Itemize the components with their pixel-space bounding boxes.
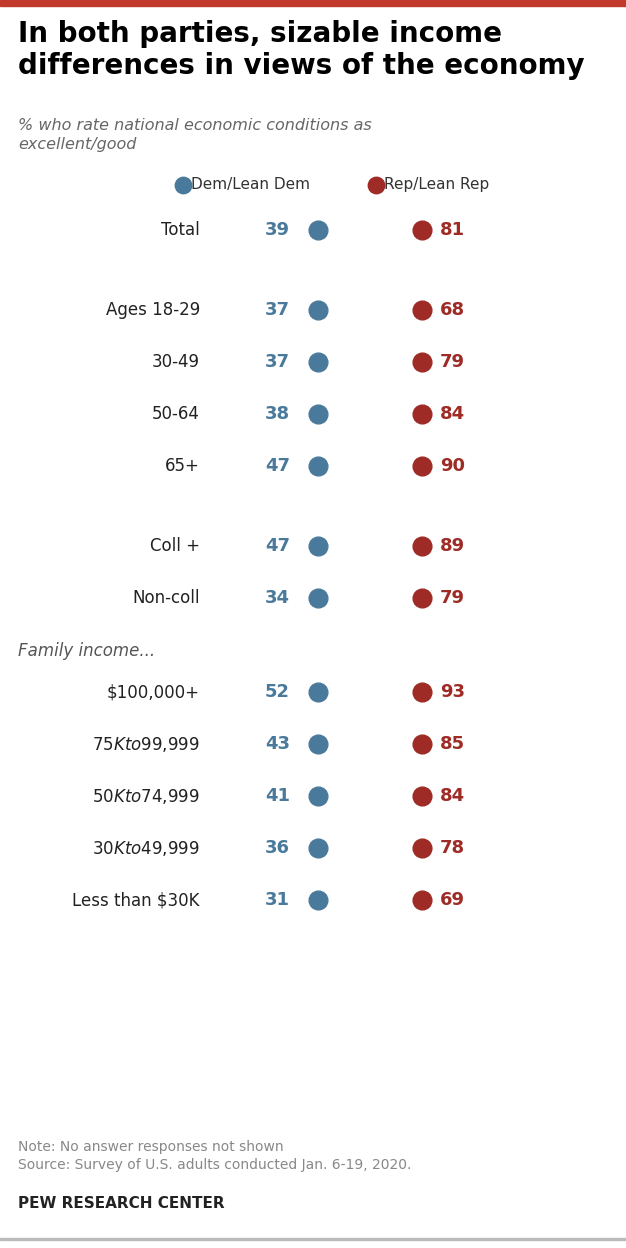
Text: 81: 81 [440, 221, 465, 240]
Text: 39: 39 [265, 221, 290, 240]
Text: In both parties, sizable income
differences in views of the economy: In both parties, sizable income differen… [18, 20, 585, 80]
Text: 43: 43 [265, 735, 290, 753]
Text: Dem/Lean Dem: Dem/Lean Dem [191, 177, 310, 192]
Text: Family income...: Family income... [18, 641, 155, 660]
Text: Less than $30K: Less than $30K [73, 891, 200, 909]
Point [313, 786, 323, 806]
Text: 89: 89 [440, 537, 465, 555]
Text: 50-64: 50-64 [152, 406, 200, 423]
Text: Non-coll: Non-coll [133, 589, 200, 607]
Point [313, 456, 323, 475]
Text: 93: 93 [440, 683, 465, 701]
Point [417, 300, 427, 319]
Text: 37: 37 [265, 301, 290, 319]
Text: 30-49: 30-49 [152, 353, 200, 371]
Text: Ages 18-29: Ages 18-29 [106, 301, 200, 319]
Text: 79: 79 [440, 353, 465, 371]
Text: 84: 84 [440, 406, 465, 423]
Text: $50K to $74,999: $50K to $74,999 [92, 786, 200, 805]
Text: 47: 47 [265, 457, 290, 475]
Point [417, 537, 427, 557]
Point [313, 220, 323, 240]
Text: 38: 38 [265, 406, 290, 423]
Text: Note: No answer responses not shown
Source: Survey of U.S. adults conducted Jan.: Note: No answer responses not shown Sour… [18, 1139, 411, 1172]
Bar [0, 1238, 626, 1241]
Text: 36: 36 [265, 839, 290, 857]
Text: % who rate national economic conditions as
excellent/good: % who rate national economic conditions … [18, 119, 372, 151]
Point [313, 837, 323, 857]
Text: 34: 34 [265, 589, 290, 607]
Text: 52: 52 [265, 683, 290, 701]
Text: $75K to $99,999: $75K to $99,999 [92, 735, 200, 754]
Point [417, 220, 427, 240]
Point [417, 890, 427, 910]
Point [313, 588, 323, 608]
Bar [0, 0, 626, 6]
Point [417, 588, 427, 608]
Point [417, 681, 427, 701]
Point [417, 786, 427, 806]
Text: 90: 90 [440, 457, 465, 475]
Point [417, 456, 427, 475]
Text: $30K to $49,999: $30K to $49,999 [92, 839, 200, 857]
Point [313, 681, 323, 701]
Point [417, 404, 427, 424]
Text: 41: 41 [265, 787, 290, 805]
Point [313, 537, 323, 557]
Point [371, 175, 381, 195]
Text: Coll +: Coll + [150, 537, 200, 555]
Point [313, 890, 323, 910]
Point [417, 837, 427, 857]
Text: 47: 47 [265, 537, 290, 555]
Text: PEW RESEARCH CENTER: PEW RESEARCH CENTER [18, 1196, 225, 1211]
Text: 31: 31 [265, 891, 290, 909]
Text: 84: 84 [440, 787, 465, 805]
Text: 69: 69 [440, 891, 465, 909]
Point [313, 300, 323, 319]
Text: 68: 68 [440, 301, 465, 319]
Point [313, 404, 323, 424]
Point [313, 734, 323, 754]
Text: Total: Total [162, 221, 200, 240]
Point [313, 352, 323, 372]
Point [417, 734, 427, 754]
Point [417, 352, 427, 372]
Text: 85: 85 [440, 735, 465, 753]
Text: $100,000+: $100,000+ [107, 683, 200, 701]
Text: 78: 78 [440, 839, 465, 857]
Text: 37: 37 [265, 353, 290, 371]
Text: 79: 79 [440, 589, 465, 607]
Text: 65+: 65+ [165, 457, 200, 475]
Text: Rep/Lean Rep: Rep/Lean Rep [384, 177, 490, 192]
Point [178, 175, 188, 195]
